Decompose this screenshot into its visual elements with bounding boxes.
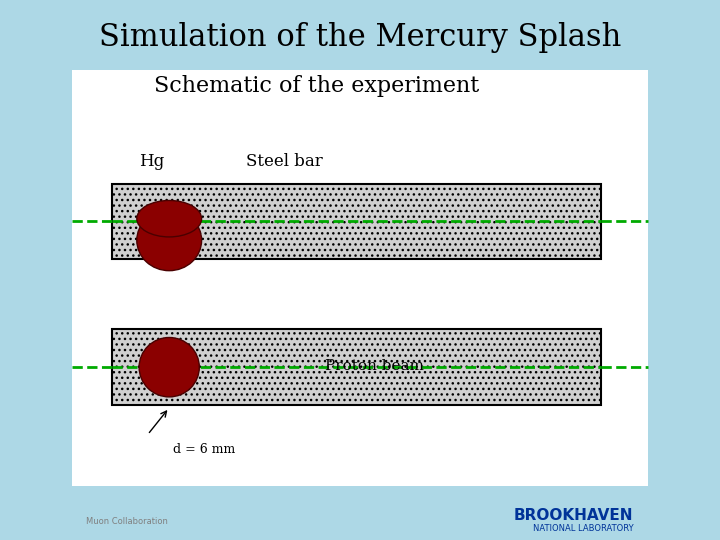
- Ellipse shape: [137, 200, 202, 237]
- Bar: [112, 329, 601, 405]
- Text: Proton beam: Proton beam: [325, 359, 424, 373]
- Text: BROOKHAVEN: BROOKHAVEN: [514, 508, 634, 523]
- Ellipse shape: [137, 210, 202, 271]
- Text: Schematic of the experiment: Schematic of the experiment: [154, 76, 480, 97]
- Bar: [72, 70, 648, 486]
- Text: d = 6 mm: d = 6 mm: [173, 443, 235, 456]
- Ellipse shape: [139, 338, 199, 397]
- Text: Hg: Hg: [138, 153, 164, 170]
- Text: Steel bar: Steel bar: [246, 153, 323, 170]
- Bar: [112, 184, 601, 259]
- Text: NATIONAL LABORATORY: NATIONAL LABORATORY: [533, 524, 634, 532]
- Text: Muon Collaboration: Muon Collaboration: [86, 517, 168, 525]
- Text: Simulation of the Mercury Splash: Simulation of the Mercury Splash: [99, 22, 621, 53]
